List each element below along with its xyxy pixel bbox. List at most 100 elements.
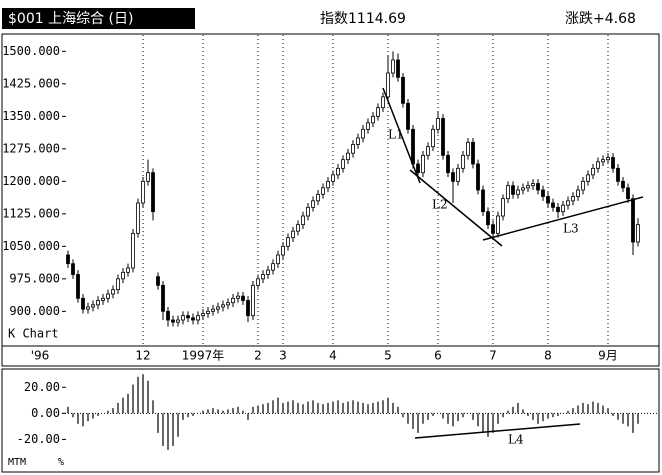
x-tick-label: 8 (544, 349, 552, 363)
candle-body (211, 308, 215, 312)
y-tick-label: 1050.000 (2, 239, 60, 253)
x-tick-label: 3 (279, 349, 287, 363)
candle-body (566, 200, 570, 206)
candle-body (296, 224, 300, 232)
x-tick-label: 12 (135, 349, 150, 363)
candle-body (136, 202, 140, 234)
candle-body (316, 193, 320, 202)
candle-body (636, 224, 640, 243)
y-tick-label: 900.000 (9, 304, 60, 318)
y-tick-label: 1350.000 (2, 109, 60, 123)
candle-body (471, 141, 475, 165)
index-value: 指数1114.69 (320, 11, 406, 27)
candle-body (161, 284, 165, 312)
candle-body (596, 161, 600, 169)
candle-body (511, 185, 515, 195)
annotation: L2 (432, 198, 448, 212)
candle-body (151, 172, 155, 213)
candle-body (341, 159, 345, 169)
candle-body (146, 172, 150, 182)
candle-body (351, 144, 355, 154)
candle-body (236, 295, 240, 299)
trendline (482, 196, 644, 241)
candle-body (551, 202, 555, 208)
candle-body (616, 167, 620, 182)
annotation: L3 (563, 222, 579, 236)
trendline (382, 87, 421, 184)
chart-title: $001 上海综合 (日) (8, 11, 133, 27)
candle-body (391, 59, 395, 74)
x-tick-label: 1997年 (182, 349, 225, 363)
candle-body (301, 215, 305, 226)
candle-body (401, 76, 405, 104)
candle-body (226, 302, 230, 306)
y-tick-label: 1425.000 (2, 76, 60, 90)
trendline (409, 169, 503, 247)
candle-body (91, 304, 95, 308)
candle-body (176, 319, 180, 323)
candle-body (141, 180, 145, 204)
candle-body (456, 167, 460, 182)
title-box (2, 8, 195, 29)
candle-body (251, 284, 255, 317)
candle-body (266, 269, 270, 275)
candle-body (386, 72, 390, 98)
candle-body (276, 254, 280, 265)
candle-body (96, 300, 100, 306)
candle-body (536, 183, 540, 191)
x-tick-label: '96 (31, 349, 50, 363)
y-tick-label: 1200.000 (2, 174, 60, 188)
candle-body (246, 300, 250, 317)
candle-body (71, 263, 75, 275)
candle-body (416, 163, 420, 174)
candle-body (331, 174, 335, 182)
y-tick-label: -20.00 (17, 432, 60, 446)
candle-body (131, 232, 135, 269)
y-tick-label: 975.000 (9, 271, 60, 285)
x-tick-label: 5 (384, 349, 392, 363)
candle-body (171, 319, 175, 323)
candle-body (516, 189, 520, 195)
x-tick-label: 9月 (598, 349, 618, 363)
price-panel (1, 33, 660, 347)
candle-body (336, 167, 340, 176)
candle-body (626, 187, 630, 200)
candle-body (81, 297, 85, 310)
x-tick-label: 6 (434, 349, 442, 363)
candle-body (541, 189, 545, 197)
candle-body (356, 137, 360, 145)
candle-body (361, 128, 365, 139)
candle-body (631, 198, 635, 243)
candle-body (406, 102, 410, 130)
candle-body (181, 315, 185, 321)
candle-body (321, 187, 325, 195)
change-value: 涨跌+4.68 (565, 11, 636, 27)
candle-body (426, 146, 430, 156)
unit-label: % (58, 457, 64, 468)
candle-body (126, 267, 130, 273)
candle-body (111, 289, 115, 295)
candle-body (546, 196, 550, 204)
candle-body (191, 317, 195, 321)
y-tick-label: 1125.000 (2, 206, 60, 220)
candle-body (621, 180, 625, 189)
candle-body (431, 128, 435, 148)
candle-body (281, 245, 285, 256)
mtm-panel (1, 368, 660, 473)
candle-body (411, 128, 415, 165)
candle-body (451, 172, 455, 182)
candle-body (396, 59, 400, 78)
candle-body (381, 96, 385, 109)
candle-body (76, 274, 80, 299)
candle-body (201, 313, 205, 317)
candle-body (156, 276, 160, 286)
candle-body (606, 157, 610, 161)
candle-body (186, 315, 190, 319)
candle-body (311, 200, 315, 208)
candle-body (486, 211, 490, 226)
candle-body (441, 118, 445, 156)
candle-body (436, 118, 440, 130)
candle-body (476, 163, 480, 191)
candle-body (601, 159, 605, 163)
candle-body (421, 154, 425, 174)
